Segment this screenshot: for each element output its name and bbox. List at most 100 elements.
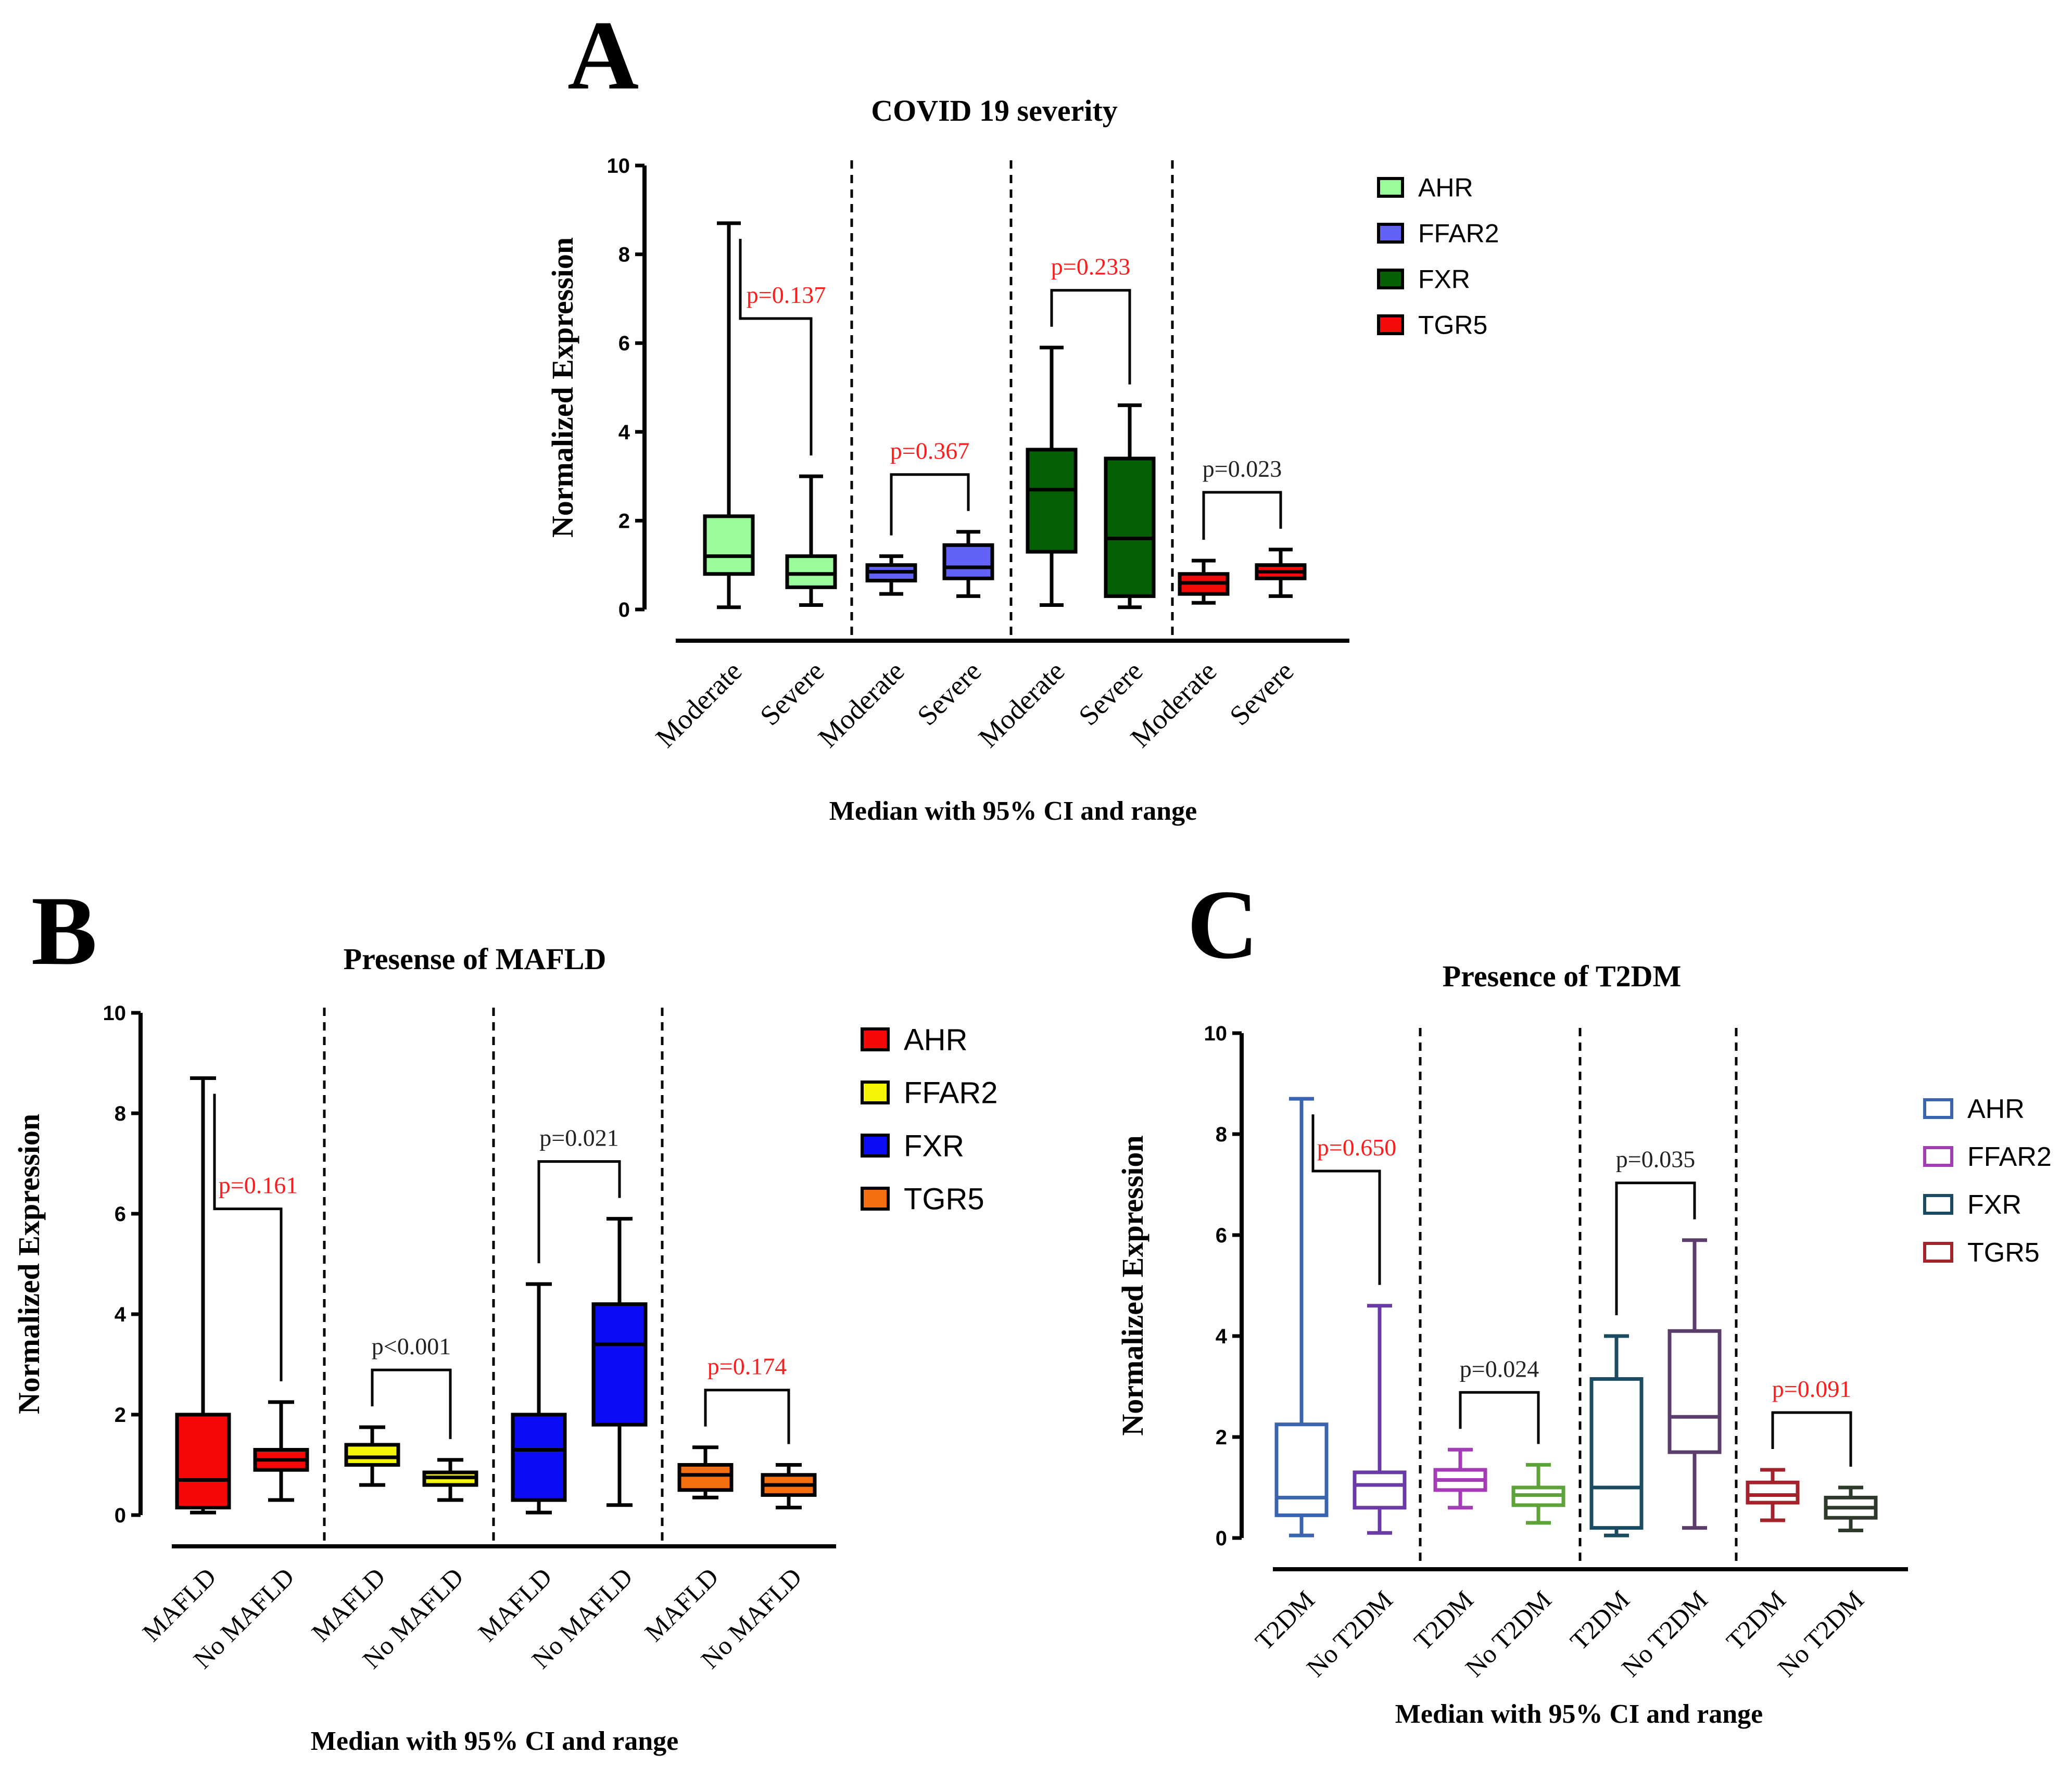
p-value-label: p=0.233 — [1051, 253, 1130, 280]
legend-item-fxr: FXR — [861, 1129, 964, 1163]
p-value-label: p=0.137 — [747, 282, 826, 308]
legend-swatch — [1377, 223, 1404, 244]
x-category-label: T2DM — [1249, 1585, 1320, 1656]
legend-label: FXR — [904, 1129, 964, 1163]
y-tick-label: 6 — [1216, 1224, 1227, 1247]
p-value-label: p=0.174 — [707, 1353, 787, 1380]
x-category-label: T2DM — [1721, 1585, 1791, 1656]
box-fxr-b — [1104, 403, 1156, 609]
box-ahr-b — [253, 1400, 309, 1502]
significance-bracket — [213, 1094, 283, 1381]
legend-item-fxr: FXR — [1377, 265, 1470, 294]
box-fxr-a — [1026, 346, 1078, 607]
legend-swatch — [861, 1134, 890, 1158]
legend-item-tgr5: TGR5 — [1923, 1238, 2040, 1268]
p-value-label: p=0.023 — [1203, 455, 1282, 482]
x-axis-label: Median with 95% CI and range — [1395, 1699, 1763, 1729]
x-category-label: No T2DM — [1772, 1585, 1869, 1682]
legend-item-ahr: AHR — [1923, 1094, 2025, 1124]
legend-label: AHR — [904, 1023, 967, 1057]
y-tick-label: 0 — [1216, 1527, 1227, 1550]
y-tick-label: 10 — [1204, 1022, 1228, 1045]
panel-A: A COVID 19 severity 0 2 4 6 8 10 Normalized Expr… — [546, 1, 1499, 826]
box-body — [591, 1302, 648, 1427]
p-value-label: p=0.367 — [890, 438, 969, 464]
x-category-label: Moderate — [812, 655, 911, 754]
legend-item-tgr5: TGR5 — [1377, 311, 1487, 340]
legend-swatch — [1923, 1242, 1953, 1263]
legend-item-ffar2: FFAR2 — [1377, 219, 1499, 248]
box-ahr-b — [1353, 1304, 1407, 1535]
significance-bracket — [890, 473, 970, 536]
box-ffar2-b — [422, 1458, 478, 1502]
significance-bracket — [1459, 1391, 1540, 1444]
legend-item-ahr: AHR — [1377, 173, 1473, 202]
p-value-label: p=0.024 — [1460, 1355, 1539, 1382]
p-value-label: p=0.021 — [539, 1125, 618, 1151]
significance-bracket — [1615, 1181, 1696, 1315]
x-category-label: Moderate — [972, 655, 1071, 754]
box-ahr-a — [1274, 1097, 1329, 1537]
panel-C: C Presence of T2DM 0 2 4 6 8 10 Normalized Expre… — [1116, 870, 2052, 1729]
box-body — [677, 1463, 734, 1492]
y-axis-label: Normalized Expression — [546, 237, 579, 538]
box-body — [785, 554, 837, 589]
box-body — [1589, 1377, 1644, 1530]
legend-swatch — [1923, 1098, 1953, 1119]
panel-letter: A — [567, 1, 639, 110]
box-body — [511, 1413, 567, 1502]
x-axis-label: Median with 95% CI and range — [311, 1726, 678, 1756]
y-axis-label: Normalized Expression — [12, 1114, 46, 1414]
box-ahr-a — [703, 221, 755, 609]
legend-label: FXR — [1967, 1190, 2022, 1220]
legend-swatch — [861, 1187, 890, 1211]
p-value-label: p<0.001 — [372, 1333, 451, 1359]
legend-item-fxr: FXR — [1923, 1190, 2022, 1220]
significance-bracket — [1050, 289, 1131, 385]
legend-item-tgr5: TGR5 — [861, 1182, 984, 1216]
legend-label: FFAR2 — [1418, 219, 1499, 248]
legend-label: AHR — [1967, 1094, 2025, 1124]
box-ahr-a — [175, 1076, 231, 1515]
y-tick-label: 10 — [607, 155, 630, 177]
p-value-label: p=0.650 — [1317, 1134, 1396, 1161]
y-tick-label: 4 — [115, 1303, 127, 1326]
box-body — [1667, 1329, 1722, 1454]
legend-label: TGR5 — [1418, 311, 1487, 340]
box-fxr-b — [591, 1217, 648, 1507]
y-tick-label: 10 — [103, 1002, 127, 1025]
legend-swatch — [1377, 314, 1404, 335]
legend-label: FFAR2 — [904, 1076, 998, 1110]
x-category-label: No T2DM — [1301, 1585, 1398, 1682]
y-tick-label: 6 — [618, 332, 630, 355]
chart-title: Presence of T2DM — [1443, 959, 1682, 993]
y-tick-label: 2 — [618, 510, 630, 532]
legend-item-ahr: AHR — [861, 1023, 967, 1057]
box-body — [1353, 1470, 1407, 1510]
x-category-label: Severe — [754, 655, 830, 731]
box-body — [942, 543, 994, 580]
box-body — [1746, 1480, 1800, 1505]
legend-label: TGR5 — [904, 1182, 984, 1216]
legend-swatch — [861, 1080, 890, 1104]
y-tick-label: 8 — [618, 244, 630, 266]
box-body — [703, 514, 755, 576]
box-tgr5-a — [1178, 558, 1230, 605]
legend-swatch — [1377, 269, 1404, 289]
y-tick-label: 2 — [115, 1404, 126, 1427]
box-body — [175, 1413, 231, 1510]
box-ffar2-a — [865, 554, 917, 596]
legend-label: TGR5 — [1967, 1238, 2040, 1268]
significance-bracket — [1311, 1114, 1381, 1285]
legend-swatch — [1923, 1146, 1953, 1167]
y-tick-label: 4 — [618, 421, 630, 444]
box-tgr5-b — [1824, 1485, 1878, 1532]
box-body — [1104, 456, 1156, 598]
box-body — [1026, 448, 1078, 554]
box-ffar2-a — [344, 1425, 400, 1487]
legend-swatch — [1923, 1194, 1953, 1215]
box-ffar2-b — [1511, 1463, 1565, 1525]
y-axis-label: Normalized Expression — [1116, 1135, 1149, 1435]
significance-bracket — [1771, 1411, 1852, 1467]
